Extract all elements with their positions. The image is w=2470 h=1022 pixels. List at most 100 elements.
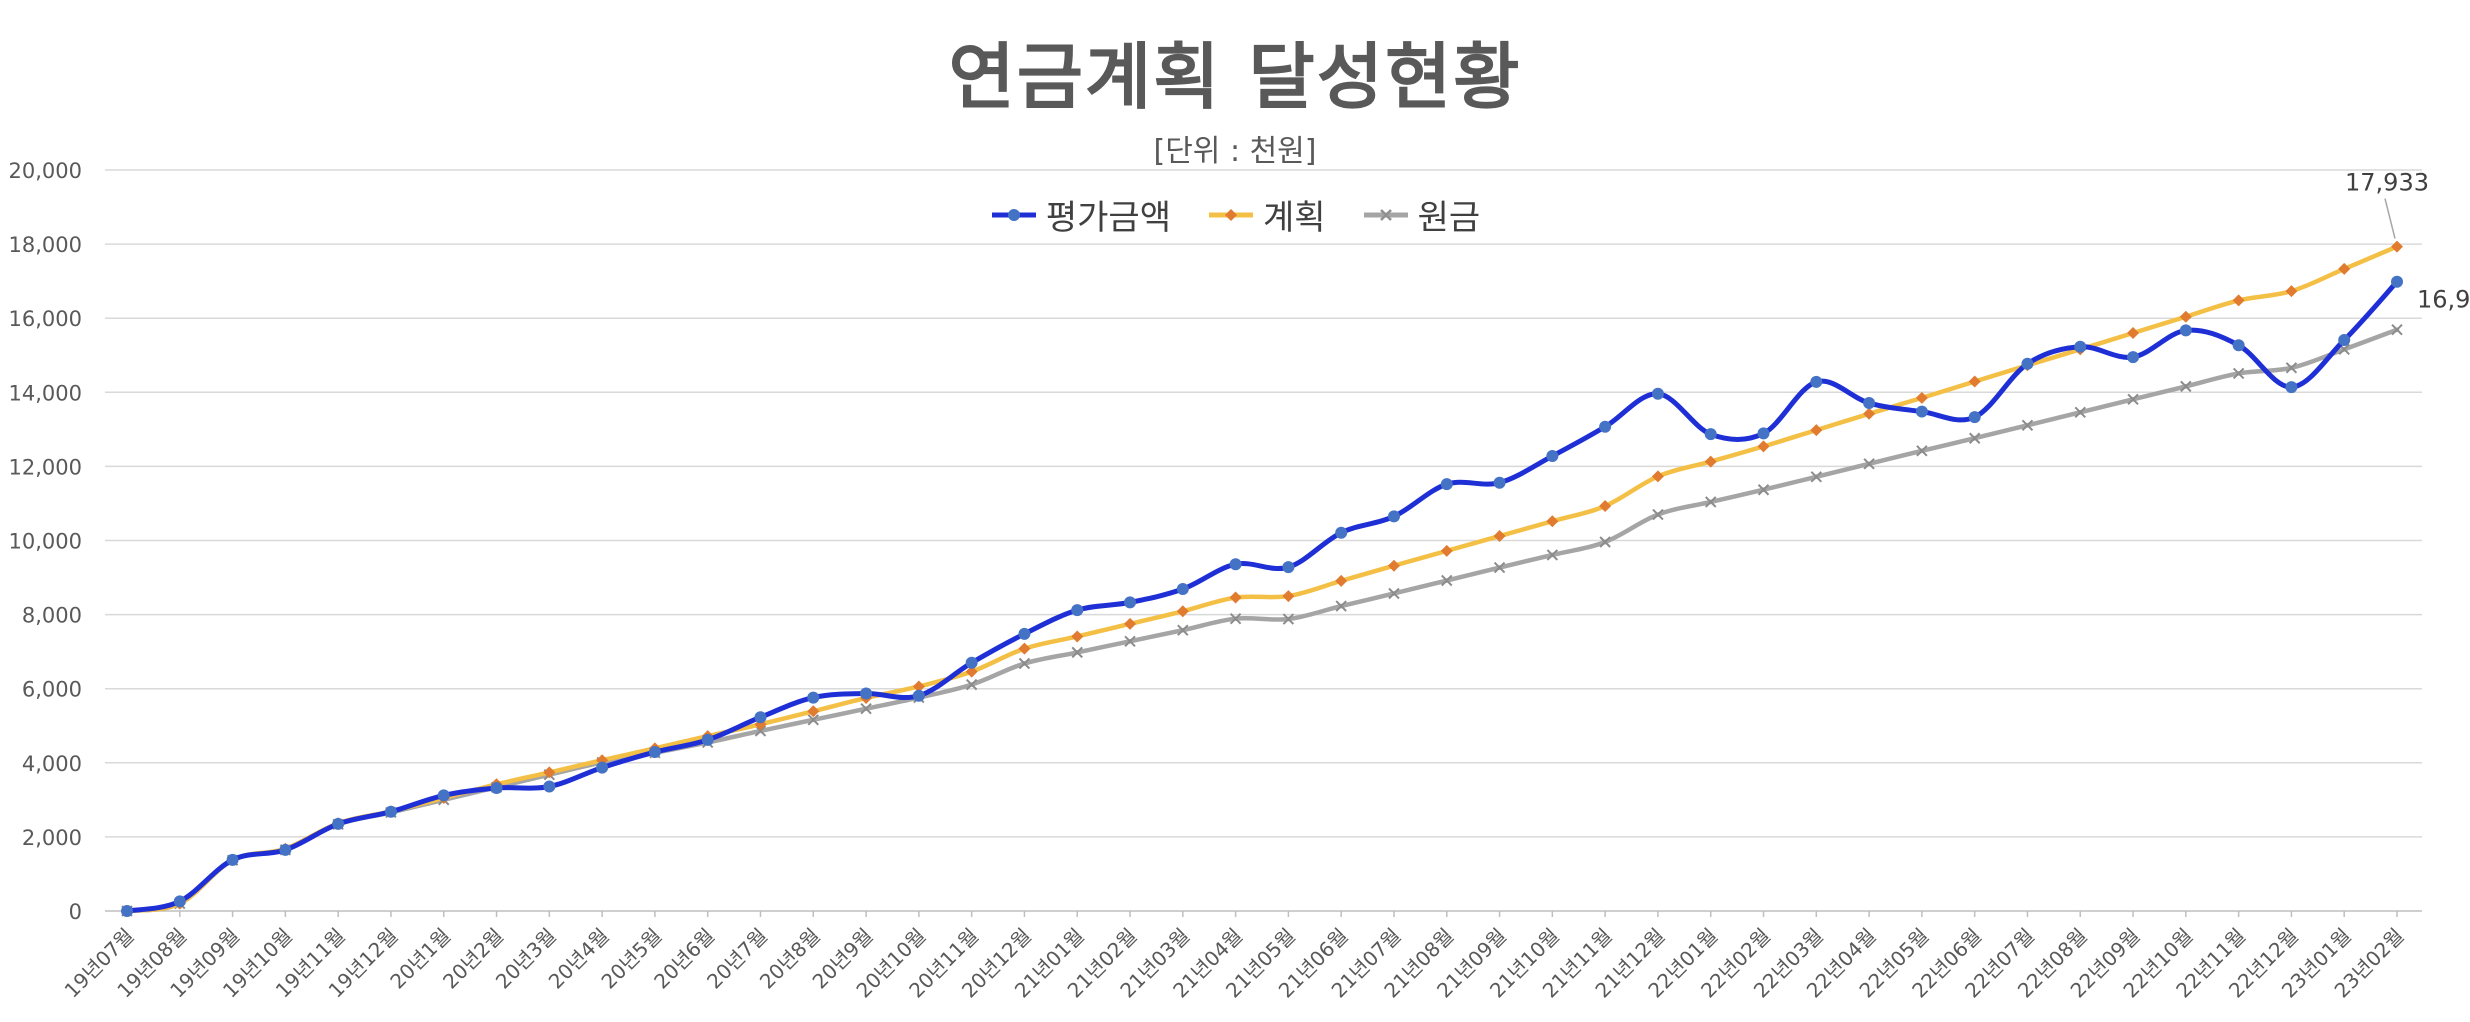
point-evaluation — [648, 746, 661, 759]
point-plan — [807, 705, 820, 718]
point-plan — [1387, 559, 1400, 572]
point-plan — [1229, 591, 1242, 604]
y-tick-label: 10,000 — [9, 530, 82, 554]
point-evaluation — [860, 687, 873, 700]
y-tick-label: 12,000 — [9, 455, 82, 479]
legend-item-plan[interactable]: 계획 — [1207, 190, 1326, 239]
point-evaluation — [2285, 381, 2298, 394]
point-plan — [2127, 327, 2140, 340]
point-plan — [1915, 391, 1928, 404]
chart-subtitle: [단위 : 천원] — [1153, 134, 1317, 169]
point-evaluation — [912, 689, 925, 702]
point-principal — [1071, 646, 1083, 659]
legend-label-principal: 원금 — [1417, 198, 1481, 238]
point-principal — [1968, 432, 1981, 444]
point-plan — [543, 766, 556, 779]
legend-item-evaluation[interactable]: 평가금액 — [990, 190, 1171, 239]
point-plan — [1440, 544, 1453, 557]
point-principal — [1916, 445, 1928, 457]
point-evaluation — [173, 895, 186, 908]
point-evaluation — [1335, 526, 1348, 539]
point-plan — [2285, 285, 2298, 298]
point-evaluation — [2179, 324, 2192, 337]
y-tick-label: 16,000 — [9, 307, 82, 331]
point-plan — [1546, 515, 1559, 528]
point-evaluation — [2232, 339, 2245, 352]
point-principal — [1493, 561, 1506, 574]
point-evaluation — [754, 711, 767, 724]
point-evaluation — [384, 805, 397, 818]
point-principal — [2180, 380, 2192, 393]
point-evaluation — [1863, 397, 1876, 410]
point-evaluation — [2391, 275, 2403, 288]
point-principal — [1124, 635, 1136, 647]
point-principal — [1705, 496, 1717, 508]
point-principal — [1177, 624, 1189, 636]
point-evaluation — [121, 905, 133, 917]
point-plan — [1810, 424, 1823, 437]
point-evaluation — [543, 780, 556, 793]
point-principal — [1282, 613, 1295, 625]
point-evaluation — [1124, 596, 1137, 609]
point-principal — [2127, 393, 2139, 406]
legend-swatch-evaluation-icon — [991, 208, 1036, 221]
point-plan — [2338, 262, 2351, 275]
point-principal — [807, 714, 819, 726]
point-evaluation — [2021, 357, 2034, 370]
point-principal — [1652, 508, 1664, 521]
point-principal — [2074, 406, 2086, 419]
point-evaluation — [1071, 604, 1084, 617]
point-evaluation — [1493, 476, 1506, 489]
point-principal — [1810, 471, 1823, 483]
point-evaluation — [490, 781, 503, 794]
point-plan — [912, 680, 925, 693]
point-evaluation — [1546, 450, 1559, 463]
chart-title: 연금계획 달성현황 — [948, 35, 1522, 119]
point-plan — [1599, 500, 1612, 513]
point-principal — [2232, 367, 2245, 380]
point-evaluation — [596, 761, 609, 774]
point-principal — [1757, 484, 1770, 496]
point-principal — [2285, 362, 2298, 374]
point-principal — [965, 678, 978, 691]
point-plan — [2179, 310, 2192, 323]
annotation-leader — [2384, 198, 2396, 239]
point-plan — [1493, 530, 1506, 543]
point-evaluation — [1018, 627, 1031, 640]
point-plan — [1124, 617, 1137, 630]
annotation-evaluation-label: 16,985 — [2417, 286, 2470, 314]
point-principal — [1546, 549, 1559, 561]
point-evaluation — [1387, 510, 1400, 523]
point-evaluation — [1968, 411, 1981, 424]
point-evaluation — [226, 853, 239, 866]
point-principal — [1018, 657, 1031, 670]
legend-swatch-principal-icon — [1363, 208, 1408, 221]
point-plan — [1863, 407, 1876, 420]
point-principal — [754, 725, 767, 737]
point-evaluation — [332, 817, 345, 830]
y-tick-label: 6,000 — [22, 678, 82, 702]
point-principal — [1441, 574, 1453, 587]
point-evaluation — [1704, 428, 1717, 441]
series-line-plan — [124, 244, 2400, 914]
point-principal — [1863, 458, 1875, 470]
point-plan — [1757, 440, 1770, 453]
point-plan — [2391, 240, 2403, 253]
legend-label-evaluation: 평가금액 — [1045, 198, 1171, 238]
y-tick-label: 4,000 — [22, 752, 82, 776]
point-evaluation — [1282, 561, 1295, 574]
y-tick-label: 2,000 — [22, 826, 82, 850]
series-line-principal — [124, 327, 2400, 914]
legend-item-principal[interactable]: 원금 — [1362, 190, 1481, 239]
point-evaluation — [2074, 340, 2087, 353]
legend: 평가금액 계획 원금 — [0, 190, 2470, 239]
point-principal — [1229, 612, 1242, 625]
point-evaluation — [1599, 420, 1612, 433]
legend-label-plan: 계획 — [1263, 198, 1326, 238]
point-evaluation — [437, 789, 450, 802]
point-evaluation — [1915, 405, 1928, 418]
annotation-plan-label: 17,933 — [2345, 169, 2429, 197]
point-plan — [1282, 590, 1295, 603]
point-plan — [1071, 630, 1084, 643]
